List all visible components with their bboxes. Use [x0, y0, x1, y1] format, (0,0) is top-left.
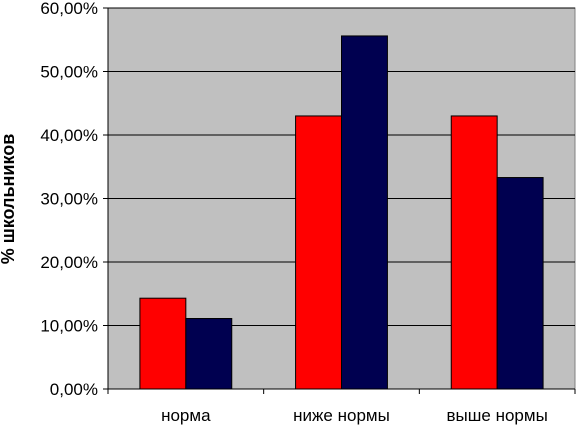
y-tick-label: 0,00%	[50, 380, 98, 399]
bar-1-2	[295, 115, 343, 390]
x-tick-label: выше нормы	[447, 406, 548, 425]
bar-1-3	[450, 115, 498, 390]
x-tick-label: ниже нормы	[293, 406, 390, 425]
y-tick-label: 30,00%	[40, 190, 98, 209]
bar-1-1	[139, 297, 187, 390]
y-tick-label: 50,00%	[40, 63, 98, 82]
x-tick-label: норма	[161, 406, 211, 425]
y-tick-label: 20,00%	[40, 253, 98, 272]
y-axis-title: % школьников	[0, 134, 18, 265]
bar-2-1	[185, 318, 233, 390]
bar-2-3	[496, 177, 544, 390]
bar-2-2	[341, 35, 388, 390]
y-tick-label: 10,00%	[40, 317, 98, 336]
y-tick-label: 60,00%	[40, 0, 98, 18]
y-tick-label: 40,00%	[40, 126, 98, 145]
